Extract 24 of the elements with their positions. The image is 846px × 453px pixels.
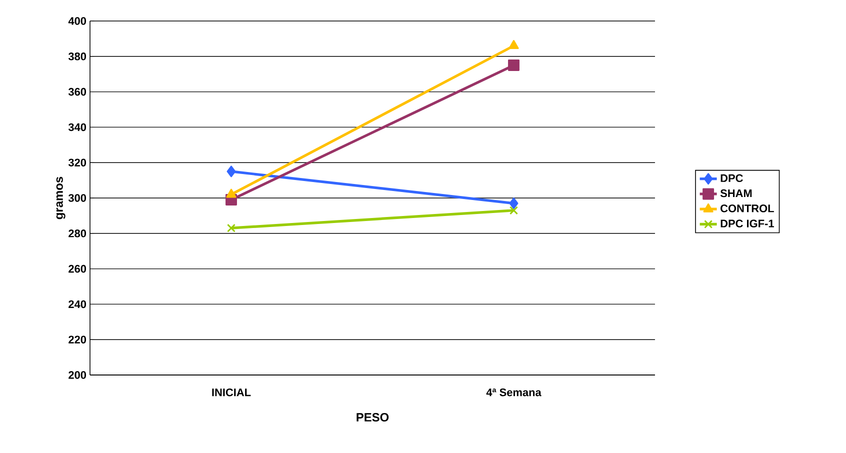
legend-label: SHAM — [720, 189, 752, 198]
y-axis-title: gramos — [56, 176, 66, 220]
y-tick-label: 380 — [68, 52, 86, 60]
y-tick-label: 200 — [68, 371, 86, 379]
y-tick-label: 340 — [68, 123, 86, 132]
y-tick-label: 240 — [68, 300, 86, 308]
y-tick-label: 300 — [68, 194, 86, 202]
y-tick-label: 220 — [68, 336, 86, 344]
point — [509, 206, 518, 215]
point — [226, 166, 236, 178]
x-tick-label: 4ª Semana — [486, 388, 542, 396]
x-axis-title: PESO — [356, 413, 389, 422]
legend-label: DPC — [720, 174, 743, 182]
y-tick-label: 360 — [68, 88, 86, 96]
y-tick-label: 400 — [68, 17, 86, 25]
legend-label: DPC IGF-1 — [720, 220, 774, 228]
x-tick-label: INICIAL — [212, 388, 251, 396]
y-tick-label: 280 — [68, 230, 86, 238]
point — [226, 224, 236, 232]
y-tick-label: 260 — [68, 264, 86, 273]
y-tick-label: 320 — [68, 158, 86, 166]
point — [509, 198, 518, 210]
legend-label: CONTROL — [720, 204, 774, 212]
point — [508, 60, 520, 71]
